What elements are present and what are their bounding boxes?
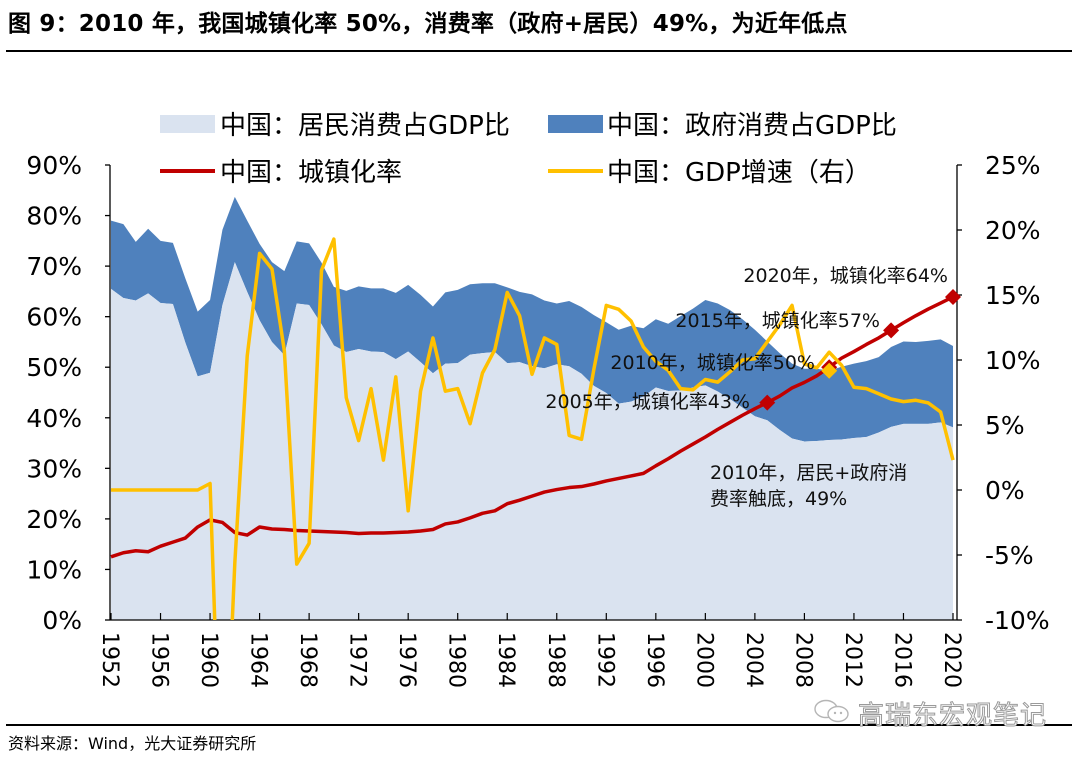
line-layer bbox=[110, 237, 955, 620]
right-tick-label: 10% bbox=[985, 346, 1041, 375]
left-tick-label: 50% bbox=[26, 353, 82, 382]
right-tick-label: 5% bbox=[985, 411, 1025, 440]
right-tick-label: 15% bbox=[985, 281, 1041, 310]
x-tick-label: 1988 bbox=[543, 632, 568, 688]
legend-label-government: 中国：政府消费占GDP比 bbox=[607, 111, 897, 141]
left-tick-label: 80% bbox=[26, 202, 82, 231]
annotation-urbanization-2015: 2015年，城镇化率57% bbox=[675, 310, 880, 332]
annotation-layer: 2005年，城镇化率43% 2010年，城镇化率50% 2015年，城镇化率57% 2… bbox=[545, 265, 948, 510]
right-tick-label: -10% bbox=[985, 606, 1050, 635]
urbanization-marker-2005 bbox=[759, 394, 776, 411]
x-tick-label: 1984 bbox=[493, 632, 518, 688]
annotation-consumption-trough-line1: 2010年，居民+政府消 bbox=[710, 462, 907, 484]
x-tick-label: 1996 bbox=[642, 632, 667, 688]
legend-swatch-household bbox=[160, 115, 215, 133]
left-tick-label: 60% bbox=[26, 303, 82, 332]
wechat-icon bbox=[814, 699, 849, 723]
right-tick-label: -5% bbox=[985, 541, 1034, 570]
annotation-consumption-trough-line2: 费率触底，49% bbox=[710, 488, 847, 510]
annotation-urbanization-2020: 2020年，城镇化率64% bbox=[743, 265, 948, 287]
x-tick-label: 1992 bbox=[592, 632, 617, 688]
source-note: 资料来源：Wind，光大证券研究所 bbox=[8, 734, 257, 753]
line-urbanization bbox=[110, 295, 954, 559]
figure-title: 图 9：2010 年，我国城镇化率 50%，消费率（政府+居民）49%，为近年低… bbox=[8, 11, 848, 37]
left-tick-label: 70% bbox=[26, 252, 82, 281]
x-tick-label: 1972 bbox=[345, 632, 370, 688]
left-tick-label: 90% bbox=[26, 151, 82, 180]
x-tick-label: 1980 bbox=[444, 632, 469, 688]
x-tick-label: 1960 bbox=[196, 632, 221, 688]
axes-layer: 0% 10% 20% 30% 40% 50% 60% 70% 80% 90% -10% -5% 0% 5%… bbox=[26, 151, 1049, 688]
x-tick-label: 1976 bbox=[394, 632, 419, 688]
line-gdp-growth bbox=[111, 237, 955, 620]
right-tick-label: 25% bbox=[985, 151, 1041, 180]
watermark: 高瑞东宏观笔记 bbox=[857, 701, 1048, 732]
urbanization-marker-2015 bbox=[883, 322, 900, 339]
annotation-urbanization-2005: 2005年，城镇化率43% bbox=[545, 391, 750, 413]
right-tick-label: 20% bbox=[985, 216, 1041, 245]
area-government-consumption bbox=[111, 196, 953, 442]
left-tick-label: 0% bbox=[42, 606, 82, 635]
left-tick-label: 10% bbox=[26, 555, 82, 584]
source-divider bbox=[6, 724, 1072, 726]
x-tick-label: 2008 bbox=[790, 632, 815, 688]
x-tick-label: 1964 bbox=[246, 632, 271, 688]
area-layer bbox=[111, 196, 953, 620]
annotation-urbanization-2010: 2010年，城镇化率50% bbox=[610, 352, 815, 374]
x-tick-label: 2012 bbox=[840, 632, 865, 688]
legend-label-household: 中国：居民消费占GDP比 bbox=[220, 111, 510, 141]
x-tick-label: 2000 bbox=[691, 632, 716, 688]
marker-layer bbox=[759, 288, 961, 411]
x-tick-label: 1968 bbox=[295, 632, 320, 688]
title-divider bbox=[6, 50, 1072, 52]
right-tick-label: 0% bbox=[985, 476, 1025, 505]
x-tick-label: 2016 bbox=[889, 632, 914, 688]
left-tick-label: 20% bbox=[26, 505, 82, 534]
x-tick-label: 2004 bbox=[741, 632, 766, 688]
consumption-trough-marker bbox=[821, 362, 838, 379]
urbanization-marker-2020 bbox=[945, 288, 961, 305]
x-tick-label: 1956 bbox=[147, 632, 172, 688]
left-tick-label: 40% bbox=[26, 404, 82, 433]
legend-label-gdp: 中国：GDP增速（右） bbox=[607, 158, 871, 188]
left-tick-label: 30% bbox=[26, 454, 82, 483]
x-tick-label: 1952 bbox=[97, 632, 122, 688]
legend-label-urbanization: 中国：城镇化率 bbox=[220, 158, 402, 188]
x-tick-label: 2020 bbox=[939, 632, 964, 688]
legend-swatch-government bbox=[548, 115, 603, 133]
